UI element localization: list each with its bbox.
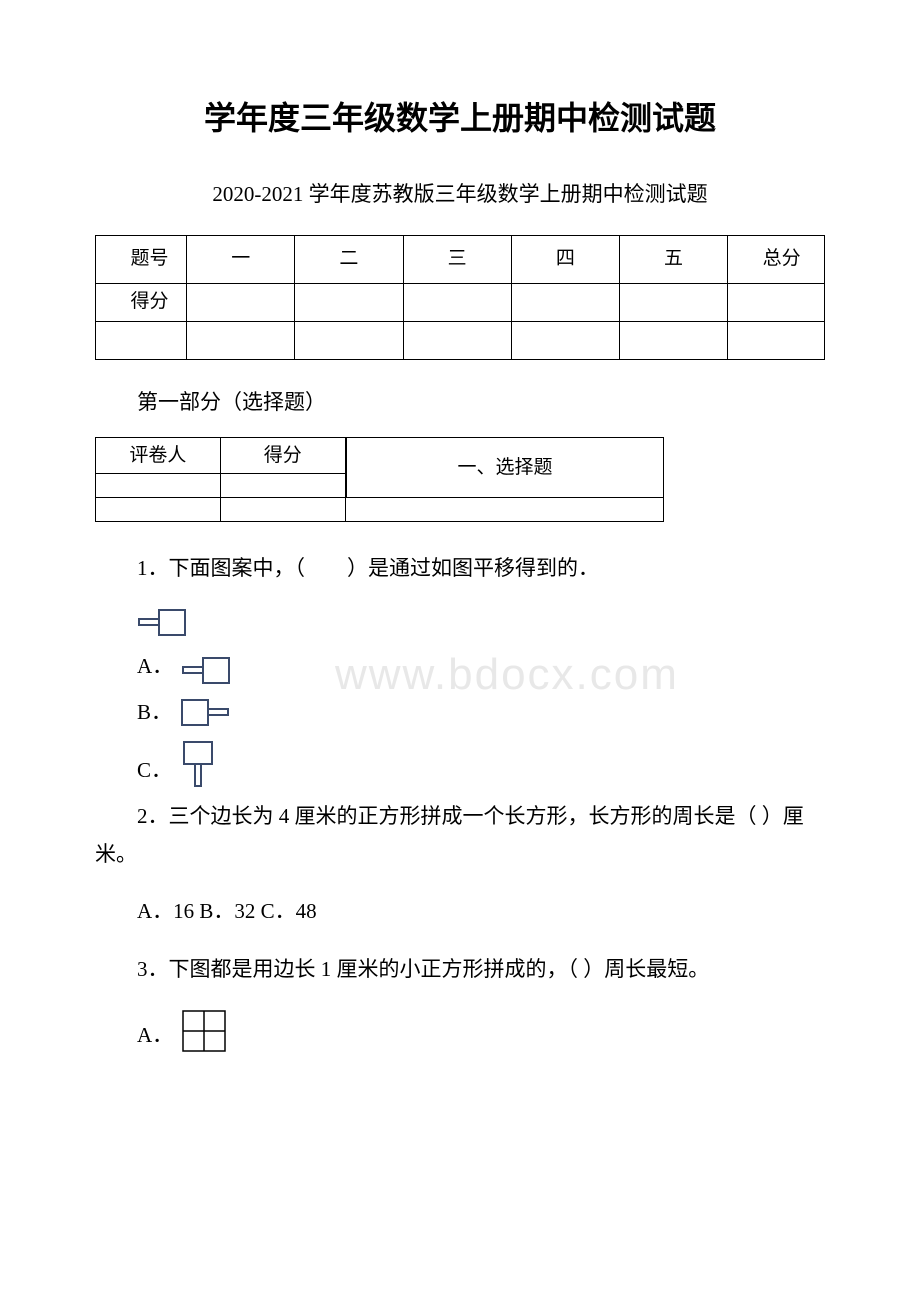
option-label-a: A． xyxy=(137,648,173,686)
option-label-b: B． xyxy=(137,694,172,732)
empty-cell xyxy=(403,321,511,359)
grid-icon xyxy=(181,1009,231,1055)
q1-option-b: B． xyxy=(95,694,825,732)
score-cell xyxy=(403,283,511,321)
col-1: 一 xyxy=(187,236,295,283)
col-total: 总分 xyxy=(728,236,825,283)
q3-option-a: A． xyxy=(95,1009,825,1055)
col-5: 五 xyxy=(619,236,727,283)
shape-icon xyxy=(180,740,220,790)
score-cell xyxy=(619,283,727,321)
table-row: 评卷人 得分 一、选择题 xyxy=(96,438,664,474)
section-title: 一、选择题 xyxy=(346,438,664,498)
table-row xyxy=(96,498,664,522)
score-table: 题号 一 二 三 四 五 总分 得分 xyxy=(95,235,825,359)
page-subtitle: 2020-2021 学年度苏教版三年级数学上册期中检测试题 xyxy=(95,176,825,214)
score-cell xyxy=(187,283,295,321)
empty-cell xyxy=(96,474,221,498)
score-label: 得分 xyxy=(220,438,345,474)
empty-cell xyxy=(511,321,619,359)
question-1-text: 1．下面图案中，（ ）是通过如图平移得到的． xyxy=(95,550,825,588)
shape-icon xyxy=(180,698,240,732)
table-row: 题号 一 二 三 四 五 总分 xyxy=(96,236,825,283)
page-title: 学年度三年级数学上册期中检测试题 xyxy=(95,90,825,148)
empty-cell xyxy=(96,321,187,359)
option-label-a: A． xyxy=(137,1017,173,1055)
q1-option-c: C． xyxy=(95,740,825,790)
option-label-c: C． xyxy=(137,752,172,790)
col-4: 四 xyxy=(511,236,619,283)
empty-cell xyxy=(295,321,403,359)
col-2: 二 xyxy=(295,236,403,283)
empty-cell xyxy=(187,321,295,359)
table-row: 得分 xyxy=(96,283,825,321)
empty-cell xyxy=(96,498,221,522)
evaluator-table: 评卷人 得分 一、选择题 xyxy=(95,437,664,522)
section-header: 第一部分（选择题） xyxy=(95,384,825,422)
q1-option-a: A． xyxy=(95,648,825,686)
empty-cell xyxy=(220,498,345,522)
q1-stem-icon xyxy=(137,608,825,638)
col-3: 三 xyxy=(403,236,511,283)
empty-cell xyxy=(619,321,727,359)
empty-cell xyxy=(728,321,825,359)
question-2-options: A．16 B．32 C．48 xyxy=(95,893,825,931)
score-cell xyxy=(295,283,403,321)
empty-cell xyxy=(345,498,664,522)
row-label-2: 得分 xyxy=(96,283,187,321)
score-cell xyxy=(728,283,825,321)
evaluator-label: 评卷人 xyxy=(96,438,221,474)
shape-icon xyxy=(181,656,241,686)
table-row xyxy=(96,321,825,359)
question-3-text: 3．下图都是用边长 1 厘米的小正方形拼成的，（ ）周长最短。 xyxy=(95,951,825,989)
question-2-text: 2．三个边长为 4 厘米的正方形拼成一个长方形，长方形的周长是（ ）厘米。 xyxy=(95,798,825,874)
row-label-1: 题号 xyxy=(96,236,187,283)
score-cell xyxy=(511,283,619,321)
empty-cell xyxy=(220,474,345,498)
